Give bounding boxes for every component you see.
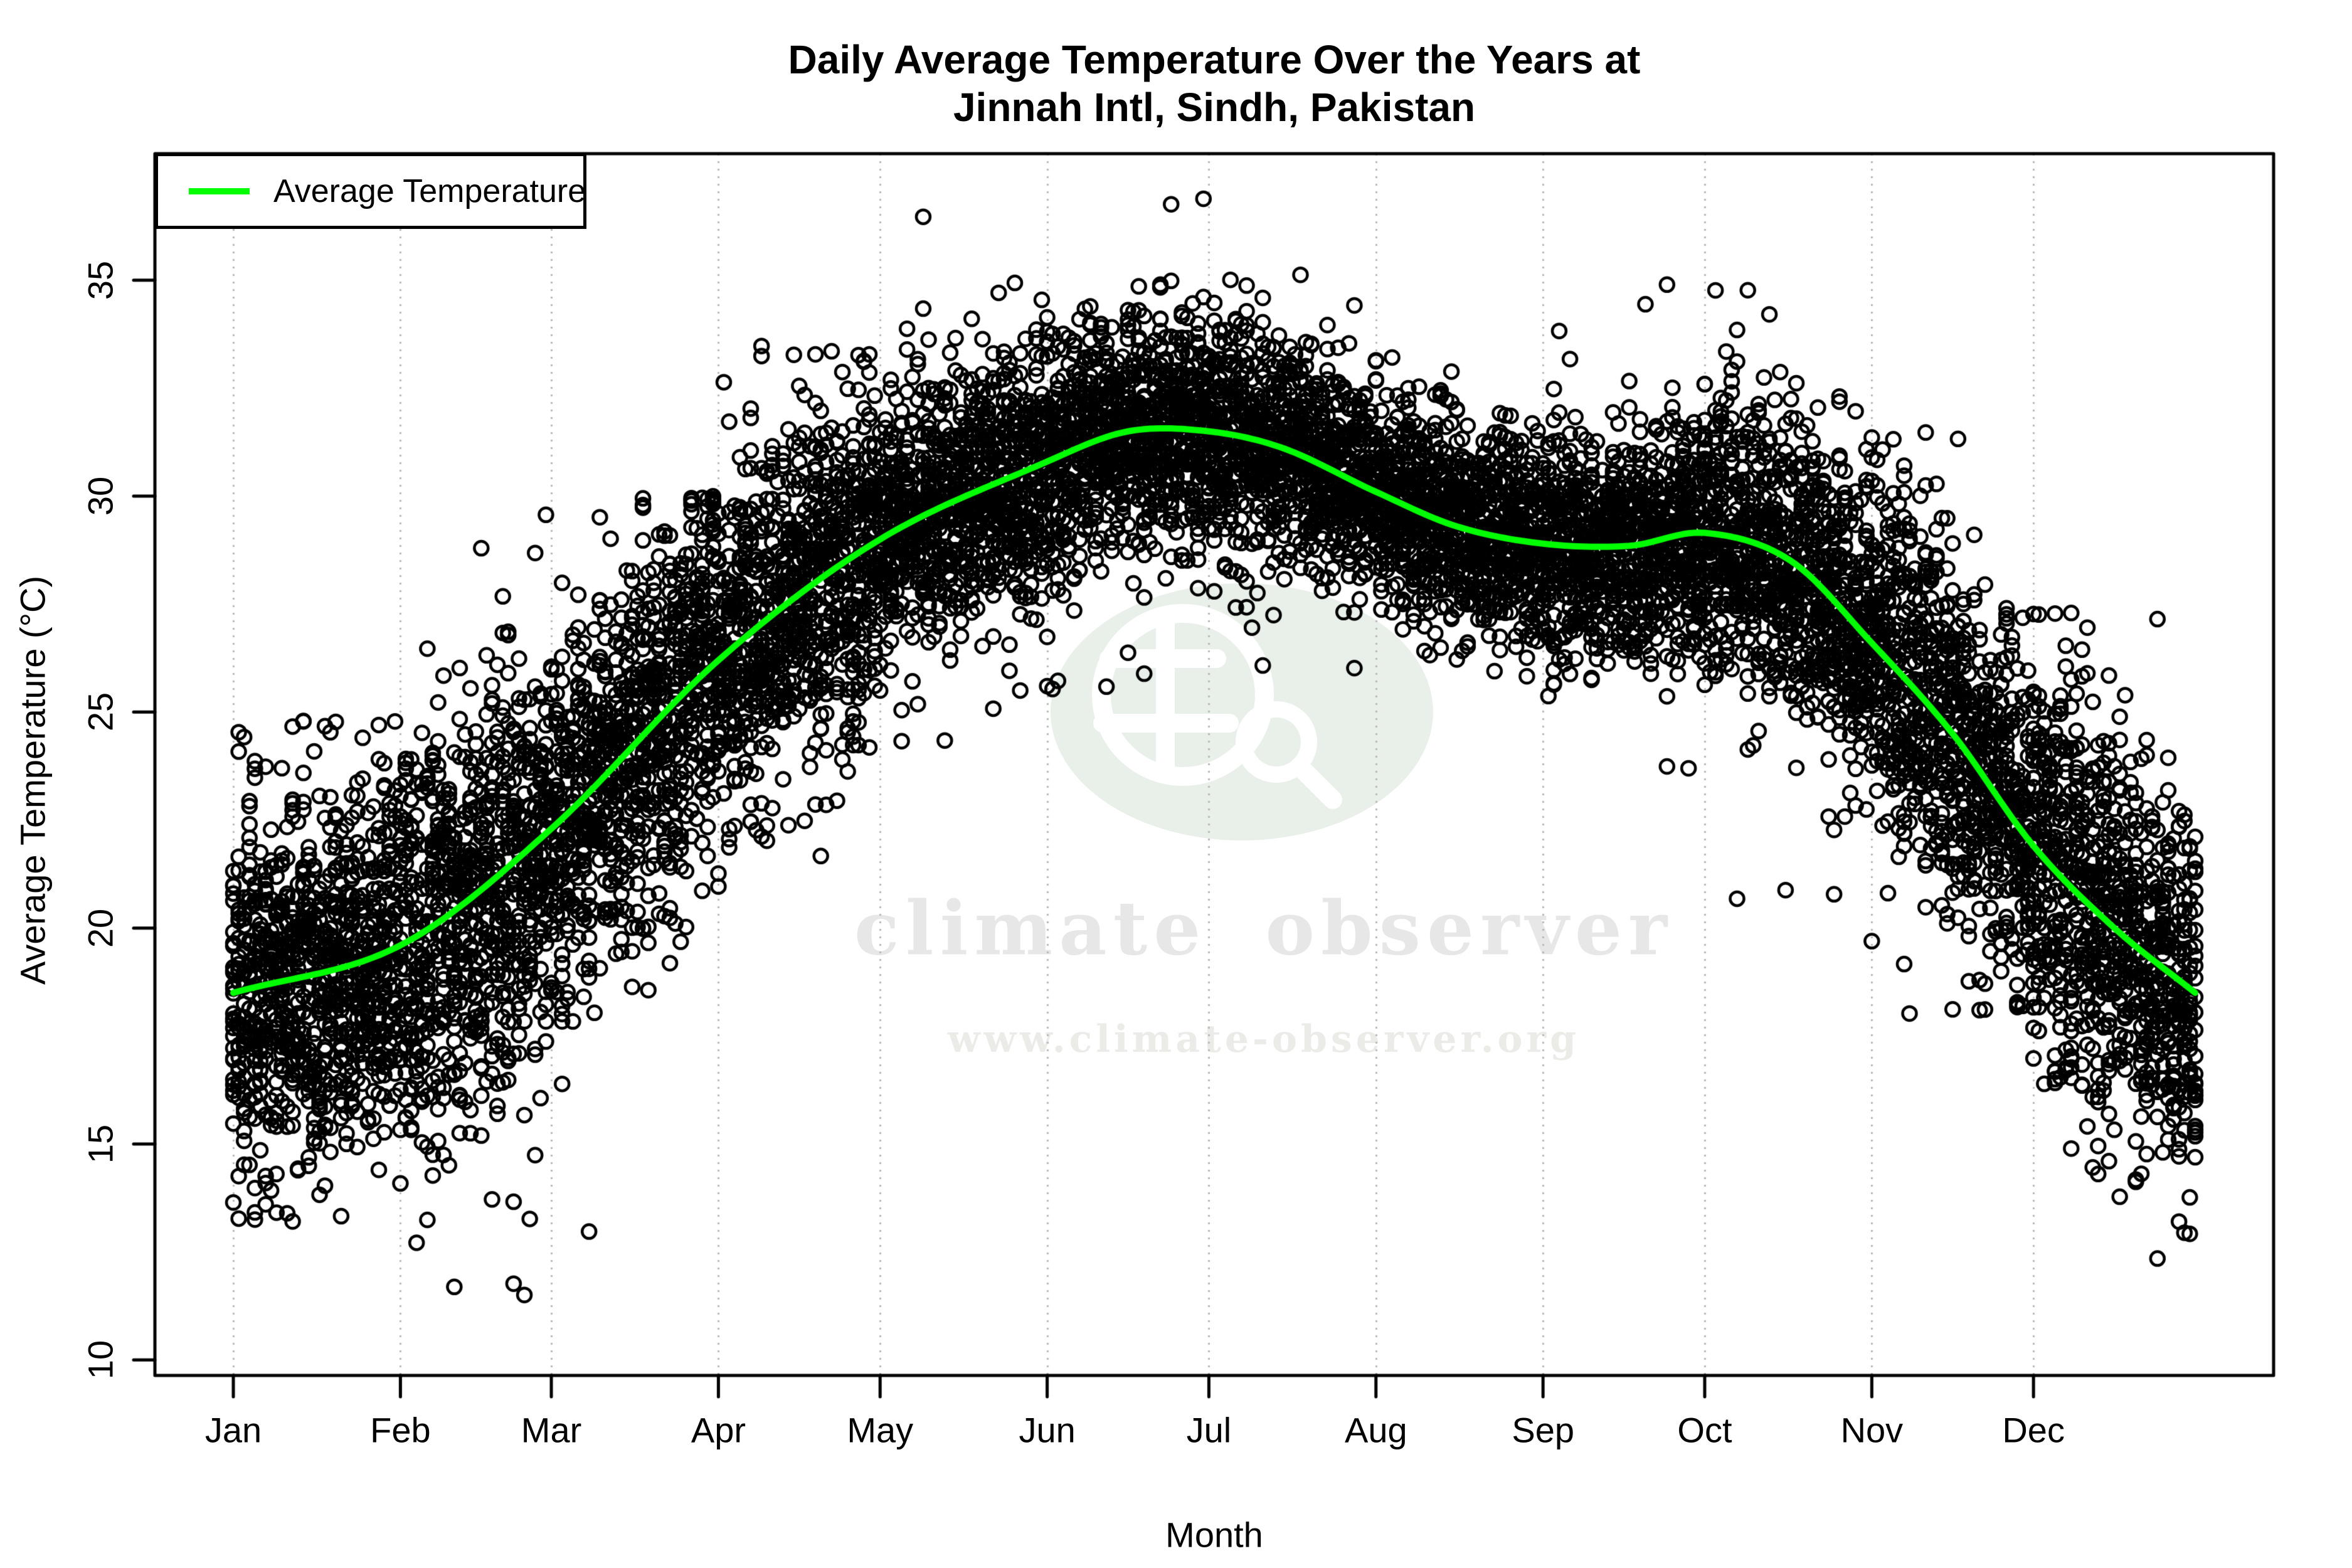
x-tick-label: Sep [1512,1410,1574,1450]
y-tick-label: 10 [80,1340,120,1380]
y-tick-label: 30 [80,476,120,516]
x-tick-label: Mar [521,1410,582,1450]
legend-line-swatch [189,188,250,194]
chart-title-line1: Daily Average Temperature Over the Years… [788,37,1641,82]
y-tick-label: 25 [80,692,120,732]
x-tick-label: Feb [370,1410,431,1450]
x-axis-title: Month [1165,1515,1263,1555]
chart-title-line2: Jinnah Intl, Sindh, Pakistan [953,85,1476,130]
x-tick-label: Jul [1186,1410,1232,1450]
x-tick-label: Oct [1677,1410,1732,1450]
x-tick-label: Nov [1840,1410,1904,1450]
y-tick-label: 15 [80,1124,120,1164]
x-tick-label: Aug [1344,1410,1407,1450]
x-tick-label: Jan [204,1410,262,1450]
x-tick-label: May [847,1410,914,1450]
legend-box: Average Temperature [155,153,586,229]
legend-label: Average Temperature [273,172,586,209]
chart-title: Daily Average Temperature Over the Years… [788,36,1641,131]
x-tick-label: Jun [1019,1410,1076,1450]
x-tick-label: Dec [2002,1410,2065,1450]
y-tick-label: 35 [80,260,120,300]
y-tick-label: 20 [80,908,120,948]
y-axis-title: Average Temperature (°C) [13,575,53,985]
x-tick-label: Apr [691,1410,746,1450]
